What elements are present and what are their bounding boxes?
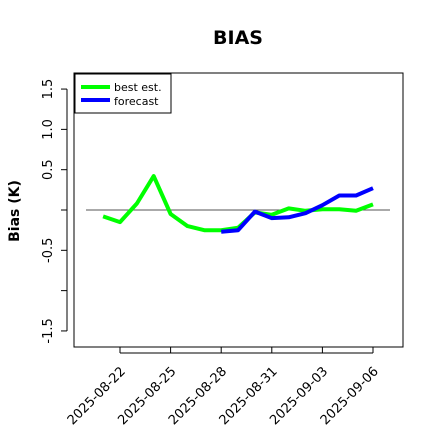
series-line-best-est xyxy=(102,174,374,233)
chart-title: BIAS xyxy=(213,27,263,49)
y-tick-label: -1.5 xyxy=(41,318,56,343)
legend-label-best-est: best est. xyxy=(114,81,162,94)
y-axis: -1.5 -0.5 0.5 1.0 1.5 xyxy=(41,79,68,344)
y-tick-label: 1.5 xyxy=(41,79,56,100)
y-tick-label: 0.5 xyxy=(41,159,56,180)
y-tick-label: 1.0 xyxy=(41,119,56,140)
legend-label-forecast: forecast xyxy=(114,95,159,108)
series-layer xyxy=(102,174,374,234)
plot-area-frame xyxy=(73,72,404,348)
legend: best est. forecast xyxy=(74,73,172,114)
series-line-forecast xyxy=(221,186,374,234)
x-axis: 2025-08-222025-08-252025-08-282025-08-31… xyxy=(65,347,382,428)
y-axis-label: Bias (K) xyxy=(7,180,23,242)
legend-box xyxy=(74,73,172,114)
y-tick-label: -0.5 xyxy=(41,238,56,263)
